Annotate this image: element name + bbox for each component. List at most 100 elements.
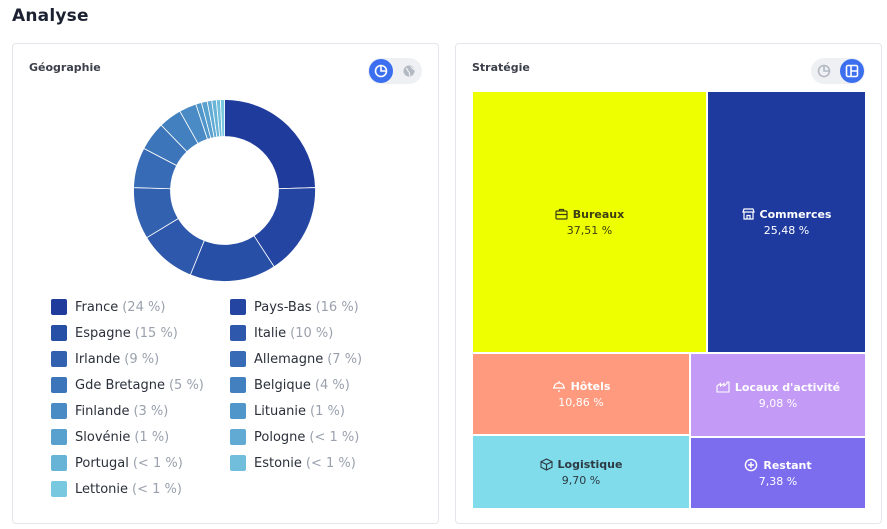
legend-label: Portugal — [75, 455, 129, 471]
treemap-tile-hotels[interactable]: Hôtels 10,86 % — [473, 354, 689, 434]
legend-percent: (3 %) — [133, 403, 169, 419]
legend-label: Lettonie — [75, 481, 129, 497]
legend-percent: (10 %) — [290, 325, 334, 341]
legend-swatch — [51, 351, 67, 367]
briefcase-icon — [555, 208, 568, 220]
legend-item[interactable]: Irlande (9 %) — [51, 351, 159, 367]
legend-label: Finlande — [75, 403, 130, 419]
legend-label: Estonie — [254, 455, 302, 471]
legend-item[interactable]: Italie (10 %) — [230, 325, 333, 341]
legend-percent: (15 %) — [134, 325, 178, 341]
legend-percent: (< 1 %) — [132, 455, 183, 471]
legend-label: Allemagne — [254, 351, 324, 367]
globe-icon — [403, 65, 415, 77]
legend-swatch — [51, 481, 67, 497]
treemap-tile-restant[interactable]: Restant 7,38 % — [691, 438, 865, 508]
legend-percent: (4 %) — [314, 377, 350, 393]
bell-icon — [552, 381, 565, 392]
legend-swatch — [230, 351, 246, 367]
legend-label: Espagne — [75, 325, 131, 341]
geography-pie-view-button[interactable] — [369, 59, 393, 83]
store-icon — [741, 208, 755, 220]
geography-card: Géographie France (24 %) Pays-Bas (16 %) Esp… — [12, 43, 439, 524]
legend-swatch — [230, 299, 246, 315]
tile-value: 37,51 % — [566, 223, 613, 237]
box-icon — [539, 457, 553, 471]
geography-globe-view-button[interactable] — [397, 59, 421, 83]
legend-swatch — [51, 299, 67, 315]
legend-item[interactable]: Finlande (3 %) — [51, 403, 168, 419]
tile-value: 7,38 % — [758, 475, 798, 488]
legend-item[interactable]: Pays-Bas (16 %) — [230, 299, 359, 315]
legend-label: Irlande — [75, 351, 121, 367]
legend-swatch — [230, 455, 246, 471]
strategy-treemap: Bureaux 37,51 % Commerces 25,48 % Hôtels — [473, 92, 865, 508]
tile-value: 25,48 % — [763, 223, 810, 237]
tile-label: Commerces — [759, 207, 832, 221]
treemap-tile-commerces[interactable]: Commerces 25,48 % — [708, 92, 865, 352]
legend-percent: (< 1 %) — [305, 455, 356, 471]
legend-label: Italie — [254, 325, 287, 341]
strategy-pie-view-button[interactable] — [812, 59, 836, 83]
tile-label: Hôtels — [570, 379, 611, 393]
tile-value: 10,86 % — [558, 395, 604, 409]
legend-item[interactable]: Gde Bretagne (5 %) — [51, 377, 204, 393]
legend-item[interactable]: Allemagne (7 %) — [230, 351, 362, 367]
tile-value: 9,70 % — [561, 473, 601, 487]
legend-swatch — [51, 429, 67, 445]
donut-slice-lettonie[interactable] — [219, 99, 225, 137]
pie-chart-icon — [817, 64, 831, 78]
legend-item[interactable]: France (24 %) — [51, 299, 165, 315]
legend-label: Lituanie — [254, 403, 307, 419]
pie-chart-icon — [374, 64, 388, 78]
legend-swatch — [230, 377, 246, 393]
legend-label: Pays-Bas — [254, 299, 312, 315]
legend-item[interactable]: Slovénie (1 %) — [51, 429, 169, 445]
geography-view-toggle — [368, 58, 422, 84]
donut-slice-france[interactable] — [224, 99, 316, 190]
treemap-tile-locaux-activite[interactable]: Locaux d'activité 9,08 % — [691, 354, 865, 436]
legend-label: France — [75, 299, 119, 315]
legend-swatch — [51, 377, 67, 393]
legend-percent: (24 %) — [122, 299, 166, 315]
legend-label: Gde Bretagne — [75, 377, 165, 393]
legend-swatch — [230, 429, 246, 445]
legend-percent: (1 %) — [310, 403, 345, 419]
legend-item[interactable]: Estonie (< 1 %) — [230, 455, 356, 471]
treemap-icon — [845, 64, 859, 78]
legend-percent: (1 %) — [134, 429, 170, 445]
legend-percent: (< 1 %) — [309, 429, 360, 445]
legend-swatch — [51, 403, 67, 419]
strategy-view-toggle — [811, 58, 865, 84]
plus-circle-icon — [745, 458, 758, 472]
legend-percent: (16 %) — [315, 299, 359, 315]
legend-label: Slovénie — [75, 429, 131, 445]
treemap-tile-logistique[interactable]: Logistique 9,70 % — [473, 436, 689, 508]
legend-item[interactable]: Lituanie (1 %) — [230, 403, 345, 419]
legend-label: Belgique — [254, 377, 311, 393]
tile-label: Bureaux — [572, 207, 625, 221]
page-title: Analyse — [12, 6, 89, 26]
legend-swatch — [230, 325, 246, 341]
tile-value: 9,08 % — [758, 396, 798, 410]
legend-item[interactable]: Espagne (15 %) — [51, 325, 178, 341]
legend-item[interactable]: Pologne (< 1 %) — [230, 429, 359, 445]
legend-percent: (5 %) — [168, 377, 204, 393]
tile-label: Restant — [763, 458, 812, 472]
legend-item[interactable]: Belgique (4 %) — [230, 377, 350, 393]
tile-label: Logistique — [557, 457, 623, 471]
legend-percent: (< 1 %) — [132, 481, 182, 497]
legend-swatch — [51, 455, 67, 471]
legend-percent: (7 %) — [327, 351, 363, 367]
strategy-treemap-view-button[interactable] — [840, 59, 864, 83]
legend-label: Pologne — [254, 429, 306, 445]
tile-label: Locaux d'activité — [734, 380, 841, 394]
legend-swatch — [51, 325, 67, 341]
treemap-tile-bureaux[interactable]: Bureaux 37,51 % — [473, 92, 706, 352]
strategy-card: Stratégie Bureaux 37,51 % — [455, 43, 882, 524]
factory-icon — [716, 381, 730, 393]
strategy-title: Stratégie — [472, 61, 530, 74]
legend-item[interactable]: Lettonie (< 1 %) — [51, 481, 182, 497]
geography-donut-chart — [133, 99, 316, 282]
legend-item[interactable]: Portugal (< 1 %) — [51, 455, 183, 471]
